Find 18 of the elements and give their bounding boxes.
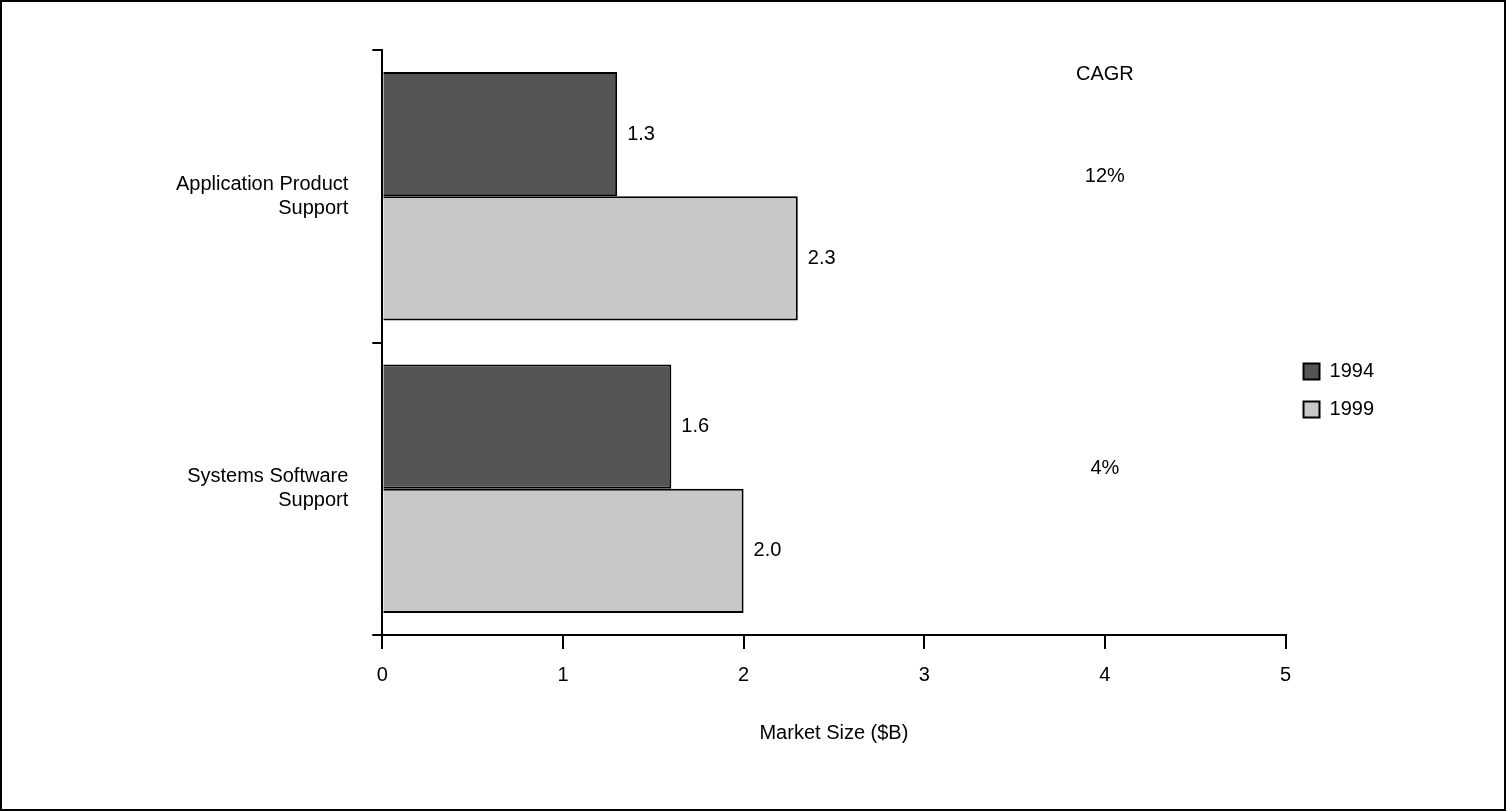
- x-tick-label: 5: [1279, 662, 1292, 685]
- annotation: 4%: [1090, 456, 1120, 479]
- y-tick-label: Application Product Support: [176, 171, 349, 218]
- legend-label: 1994: [1329, 359, 1375, 382]
- x-tick-label: 4: [1099, 662, 1111, 685]
- x-tick-label: 2: [738, 662, 750, 685]
- annotation: 12%: [1084, 163, 1126, 186]
- data-label: 1.3: [627, 121, 655, 144]
- x-tick-label: 3: [918, 662, 930, 685]
- y-tick-label: Systems Software Support: [187, 464, 349, 511]
- data-label: 2.0: [753, 538, 782, 561]
- x-tick-label: 1: [557, 662, 569, 685]
- data-label: 1.6: [681, 414, 710, 437]
- legend-label: 1999: [1329, 397, 1375, 420]
- annotation: CAGR: [1075, 61, 1134, 84]
- data-label: 2.3: [807, 245, 836, 268]
- x-tick-label: 0: [376, 662, 388, 685]
- x-axis-title: Market Size ($B): [759, 720, 909, 743]
